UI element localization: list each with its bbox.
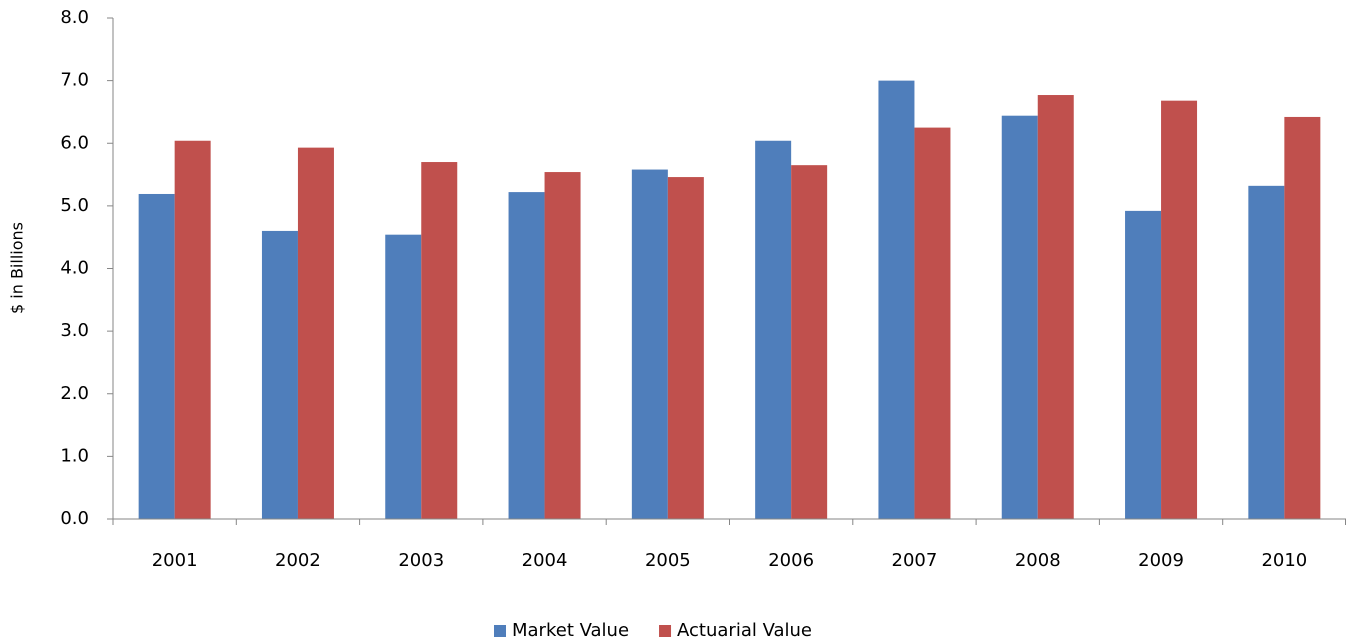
bar xyxy=(791,165,828,519)
x-tick-label: 2010 xyxy=(1261,550,1307,571)
bar xyxy=(755,140,792,519)
bar xyxy=(1248,185,1285,519)
bar xyxy=(914,127,951,519)
legend-swatch xyxy=(659,625,672,637)
bar xyxy=(508,192,545,519)
x-tick-label: 2006 xyxy=(768,550,814,571)
y-tick-label: 7.0 xyxy=(60,70,89,91)
bar xyxy=(1161,100,1198,519)
y-tick-label: 6.0 xyxy=(60,132,89,153)
x-tick-label: 2008 xyxy=(1015,550,1061,571)
legend-swatch xyxy=(494,625,506,637)
bar xyxy=(261,230,298,520)
bar xyxy=(1037,95,1074,519)
y-tick-label: 3.0 xyxy=(60,320,89,341)
x-tick-label: 2003 xyxy=(398,550,444,571)
bar xyxy=(631,169,668,520)
y-tick-label: 8.0 xyxy=(60,7,89,28)
y-tick-label: 0.0 xyxy=(60,508,89,529)
y-axis-label: $ in Billions xyxy=(8,222,27,314)
y-tick-label: 1.0 xyxy=(60,445,89,466)
x-tick-label: 2002 xyxy=(275,550,321,571)
y-tick-label: 5.0 xyxy=(60,195,89,216)
bar xyxy=(421,162,458,519)
bar xyxy=(1284,116,1321,519)
bar xyxy=(297,147,334,520)
bar xyxy=(667,177,704,519)
x-tick-label: 2004 xyxy=(522,550,568,571)
legend-label: Market Value xyxy=(512,620,629,641)
y-tick-label: 2.0 xyxy=(60,383,89,404)
bar xyxy=(138,193,175,519)
x-tick-label: 2007 xyxy=(892,550,938,571)
bar xyxy=(174,140,211,519)
bar xyxy=(878,80,915,519)
x-tick-label: 2001 xyxy=(152,550,198,571)
bar xyxy=(385,234,422,519)
bar xyxy=(544,172,581,519)
bar xyxy=(1001,115,1038,519)
x-tick-label: 2009 xyxy=(1138,550,1184,571)
x-tick-label: 2005 xyxy=(645,550,691,571)
bar xyxy=(1125,210,1162,519)
y-tick-label: 4.0 xyxy=(60,258,89,279)
legend-label: Actuarial Value xyxy=(677,620,812,641)
